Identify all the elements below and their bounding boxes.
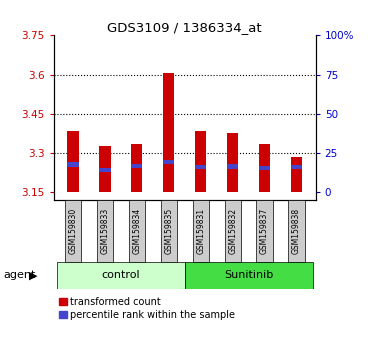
Text: GSM159838: GSM159838 [292, 208, 301, 254]
Text: GSM159837: GSM159837 [260, 208, 269, 254]
Legend: transformed count, percentile rank within the sample: transformed count, percentile rank withi… [59, 297, 236, 320]
FancyBboxPatch shape [256, 200, 273, 262]
Text: ▶: ▶ [29, 270, 37, 280]
Bar [131, 144, 142, 192]
Text: GSM159830: GSM159830 [69, 208, 77, 254]
FancyBboxPatch shape [224, 200, 241, 262]
Text: GSM159831: GSM159831 [196, 208, 205, 254]
FancyBboxPatch shape [57, 262, 185, 289]
Text: control: control [102, 270, 140, 280]
Bar [99, 147, 110, 192]
Bar [195, 131, 206, 192]
Bar [227, 165, 238, 169]
FancyBboxPatch shape [97, 200, 113, 262]
Bar [67, 162, 79, 167]
Text: GSM159834: GSM159834 [132, 208, 141, 254]
FancyBboxPatch shape [129, 200, 145, 262]
Bar [195, 165, 206, 169]
Bar [291, 165, 302, 169]
Bar [291, 157, 302, 192]
Text: GSM159835: GSM159835 [164, 208, 173, 254]
Bar [259, 144, 270, 192]
Bar [131, 165, 142, 168]
Text: GSM159832: GSM159832 [228, 208, 237, 254]
FancyBboxPatch shape [185, 262, 313, 289]
Bar [163, 160, 174, 164]
Title: GDS3109 / 1386334_at: GDS3109 / 1386334_at [107, 21, 262, 34]
Bar [163, 73, 174, 192]
Bar [259, 166, 270, 171]
FancyBboxPatch shape [192, 200, 209, 262]
Bar [67, 131, 79, 192]
Bar [227, 133, 238, 192]
Text: agent: agent [4, 270, 36, 280]
Text: Sunitinib: Sunitinib [224, 270, 273, 280]
FancyBboxPatch shape [288, 200, 305, 262]
FancyBboxPatch shape [161, 200, 177, 262]
Bar [99, 169, 110, 172]
Text: GSM159833: GSM159833 [100, 208, 109, 254]
FancyBboxPatch shape [65, 200, 81, 262]
